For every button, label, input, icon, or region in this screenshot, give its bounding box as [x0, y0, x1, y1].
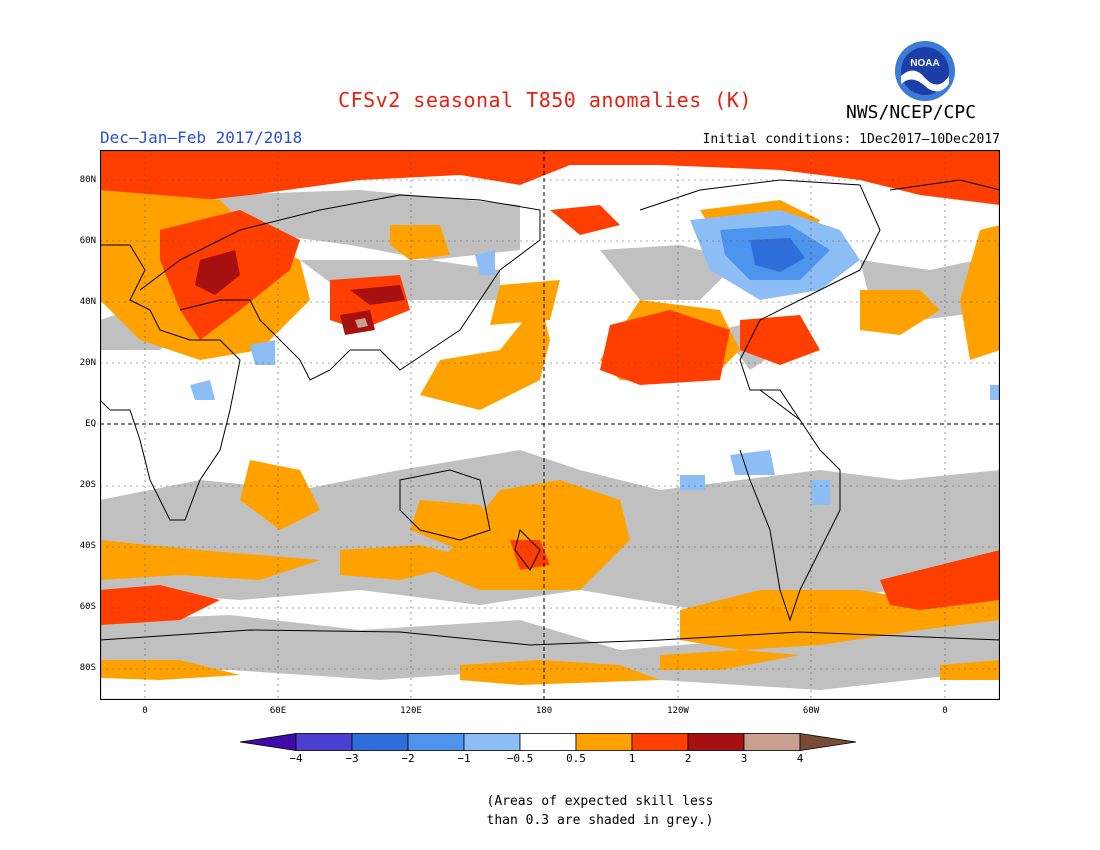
lon-label-60e: 60E [269, 706, 287, 716]
map-frame [99, 149, 1001, 701]
warm-anomaly-3to4 [355, 318, 368, 328]
colorbar-segment [743, 733, 801, 751]
colorbar-label: −2 [401, 752, 415, 765]
colorbar-segment [687, 733, 745, 751]
colorbar-label: −4 [289, 752, 303, 765]
colorbar-segment [575, 733, 633, 751]
lat-label-80n: 80N [79, 175, 96, 185]
colorbar-segment [631, 733, 689, 751]
colorbar-label: −3 [345, 752, 359, 765]
lat-label-80s: 80S [79, 663, 96, 673]
lat-label-eq: EQ [85, 419, 96, 429]
lon-label-120w: 120W [667, 706, 689, 716]
season-label: Dec–Jan–Feb 2017/2018 [100, 128, 303, 147]
colorbar-segment [799, 733, 857, 751]
noaa-logo-text: NOAA [910, 58, 939, 69]
lon-label-180: 180 [535, 706, 553, 716]
continent-outlines [99, 179, 1001, 646]
colorbar-label: 4 [796, 752, 804, 765]
lon-label-60w: 60W [802, 706, 820, 716]
colorbar-label: −1 [457, 752, 471, 765]
skill-note: (Areas of expected skill less than 0.3 a… [460, 792, 740, 830]
lat-label-20s: 20S [79, 480, 96, 490]
warm-anomaly-orange [100, 190, 1000, 685]
map-gridlines [100, 150, 1000, 700]
skill-note-line2: than 0.3 are shaded in grey.) [486, 813, 714, 828]
cold-anomaly-north-america [690, 210, 860, 300]
skill-note-line1: (Areas of expected skill less [486, 794, 714, 809]
colorbar-label: 3 [740, 752, 748, 765]
agency-label: NWS/NCEP/CPC [846, 102, 977, 123]
colorbar-segment [463, 733, 521, 751]
colorbar-label: 1 [628, 752, 636, 765]
lat-label-60n: 60N [79, 236, 96, 246]
colorbar-segment [239, 733, 297, 751]
initial-conditions-label: Initial conditions: 1Dec2017–10Dec2017 [702, 132, 1000, 147]
lon-label-120e: 120E [400, 706, 422, 716]
equator-dateline [100, 150, 1000, 700]
arctic-warm-anomaly [100, 150, 1000, 205]
colorbar-segment [351, 733, 409, 751]
lon-label-0: 0 [142, 706, 148, 716]
colorbar-segment [519, 733, 577, 751]
lat-label-40s: 40S [79, 541, 96, 551]
lat-label-20n: 20N [79, 358, 96, 368]
cold-anomaly-small [190, 250, 1000, 505]
colorbar-segment [407, 733, 465, 751]
lat-label-60s: 60S [79, 602, 96, 612]
colorbar-segment [295, 733, 353, 751]
anomaly-map [99, 149, 1001, 701]
colorbar [239, 733, 860, 751]
lat-label-40n: 40N [79, 297, 96, 307]
noaa-logo: NOAA [894, 40, 956, 102]
colorbar-label: 2 [684, 752, 692, 765]
colorbar-label: 0.5 [566, 752, 586, 765]
colorbar-label: −0.5 [506, 752, 534, 765]
map-title: CFSv2 seasonal T850 anomalies (K) [338, 88, 752, 112]
lon-label-0-east: 0 [942, 706, 948, 716]
